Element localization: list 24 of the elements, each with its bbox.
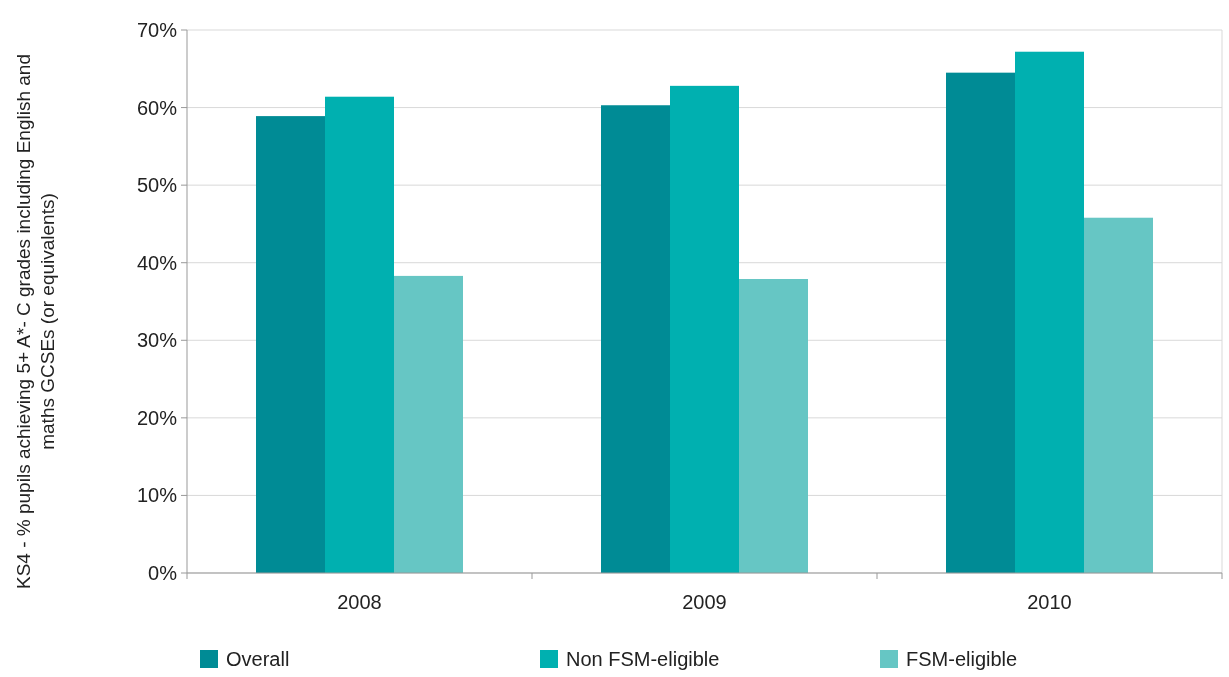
bar [1084, 217, 1153, 573]
legend-label: FSM-eligible [906, 648, 1018, 670]
legend-label: Non FSM-eligible [566, 648, 720, 670]
x-tick-label: 2010 [1027, 591, 1072, 613]
y-tick-label: 60% [136, 96, 178, 119]
y-tick-label: 50% [136, 174, 178, 197]
x-tick-label: 2008 [337, 591, 382, 613]
bar [256, 116, 325, 573]
bar [601, 105, 670, 573]
bar [394, 275, 463, 573]
y-tick-label: 20% [136, 406, 178, 429]
bar [325, 96, 394, 573]
y-tick-label: 0% [148, 562, 178, 584]
legend-label: Overall [226, 648, 290, 670]
y-tick-label: 40% [136, 251, 178, 274]
y-axis-title: KS4 - % pupils achieving 5+ A*- C grades including English and maths GCSEs (or equivalents) [13, 54, 58, 589]
y-tick-label: 70% [136, 19, 178, 41]
bar [670, 85, 739, 573]
x-tick-label: 2009 [682, 591, 727, 613]
bar [946, 72, 1015, 573]
y-tick-label: 10% [136, 484, 178, 507]
bar [1015, 51, 1084, 573]
y-tick-label: 30% [136, 329, 178, 352]
bar [739, 279, 808, 573]
